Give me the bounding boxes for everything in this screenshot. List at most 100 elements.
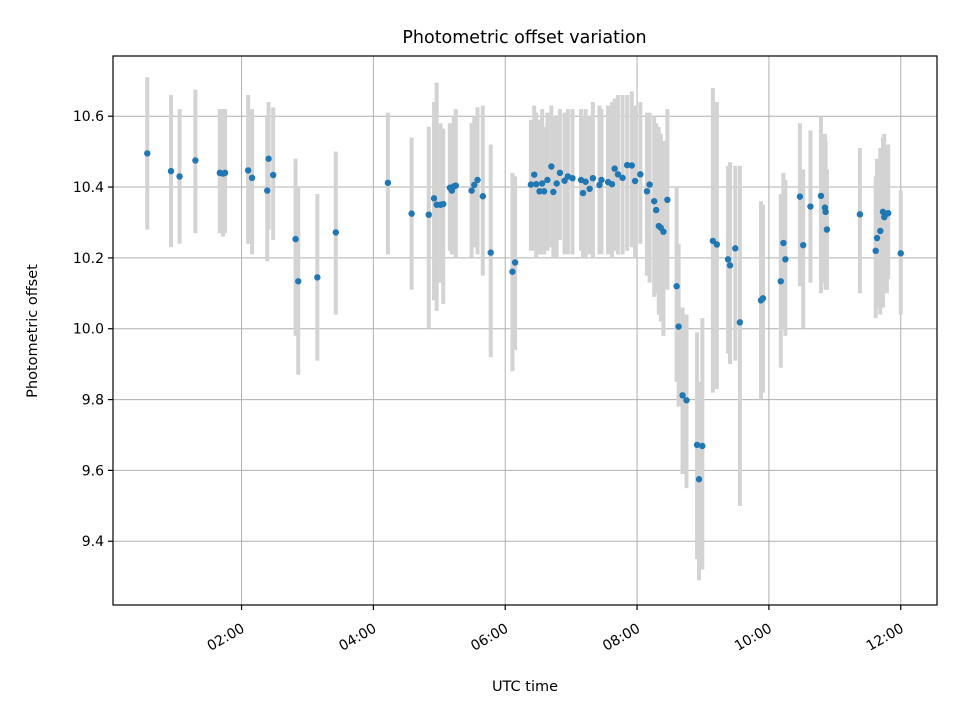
data-point <box>699 442 706 450</box>
chart-title: Photometric offset variation <box>402 28 646 48</box>
data-points <box>144 150 904 483</box>
data-point <box>683 397 690 404</box>
y-tick-label: 9.4 <box>82 534 104 550</box>
y-tick-label: 10.6 <box>73 109 104 125</box>
data-point <box>579 189 587 197</box>
data-point <box>531 171 538 178</box>
data-point <box>823 226 831 233</box>
data-point <box>544 176 551 184</box>
data-point <box>664 196 671 204</box>
data-point <box>176 173 183 180</box>
data-point <box>643 188 651 195</box>
data-point <box>877 227 884 235</box>
data-point <box>628 162 635 169</box>
data-point <box>440 200 447 208</box>
data-point <box>872 247 879 255</box>
data-point <box>244 167 252 174</box>
data-point <box>673 283 680 290</box>
data-point <box>536 188 543 195</box>
data-point <box>817 192 825 200</box>
data-point <box>608 181 616 188</box>
data-point <box>596 181 603 189</box>
data-point <box>538 180 546 187</box>
data-point <box>589 174 597 182</box>
data-point <box>192 157 199 164</box>
data-point <box>292 235 299 243</box>
data-point <box>474 176 481 184</box>
x-axis-ticks: 02:00 04:00 06:00 08:00 10:00 12:00 <box>205 605 907 655</box>
data-point <box>660 228 667 235</box>
data-point <box>713 241 721 248</box>
x-tick-label: 04:00 <box>336 621 379 655</box>
data-point <box>144 150 151 157</box>
data-point <box>582 178 589 185</box>
x-tick-label: 10:00 <box>732 621 775 655</box>
data-point <box>314 274 321 281</box>
y-tick-label: 9.8 <box>82 393 104 409</box>
data-point <box>897 250 904 257</box>
data-point <box>780 239 787 247</box>
data-point <box>452 182 459 189</box>
x-tick-label: 08:00 <box>600 621 643 655</box>
data-point <box>693 441 701 449</box>
data-point <box>556 169 564 177</box>
data-point <box>885 210 892 217</box>
data-point <box>637 171 644 178</box>
data-point <box>487 249 494 256</box>
data-point <box>468 187 475 194</box>
data-point <box>777 278 784 285</box>
data-point <box>732 245 739 252</box>
data-point <box>799 241 807 249</box>
data-point <box>619 174 626 182</box>
data-point <box>221 169 229 177</box>
data-point <box>782 256 789 263</box>
data-point <box>511 259 519 266</box>
data-point <box>873 234 881 242</box>
data-point <box>695 476 703 483</box>
data-point <box>167 167 175 175</box>
data-point <box>553 180 560 187</box>
data-point <box>822 208 829 216</box>
data-point <box>675 323 682 330</box>
data-point <box>265 155 272 162</box>
y-tick-label: 10.0 <box>73 322 104 338</box>
data-point <box>856 211 864 218</box>
data-point <box>598 176 605 184</box>
data-point <box>533 181 540 188</box>
data-point <box>759 295 767 302</box>
data-point <box>548 163 555 170</box>
data-point <box>679 392 686 399</box>
x-tick-label: 12:00 <box>864 621 907 655</box>
data-point <box>623 161 631 169</box>
data-point <box>646 181 653 188</box>
data-point <box>807 203 814 210</box>
plot-frame <box>112 55 938 606</box>
data-point <box>509 268 516 275</box>
data-point <box>430 195 438 202</box>
data-point <box>569 174 576 182</box>
data-point <box>295 278 302 285</box>
data-point <box>586 185 593 193</box>
error-bars <box>145 77 903 581</box>
grid-lines <box>113 56 937 605</box>
data-point <box>796 193 804 200</box>
data-point <box>550 188 557 196</box>
data-point <box>408 210 415 217</box>
data-point <box>611 165 618 172</box>
x-tick-label: 06:00 <box>468 621 511 655</box>
data-point <box>425 211 432 218</box>
data-point <box>471 181 478 189</box>
data-point <box>264 187 271 194</box>
data-point <box>332 229 340 236</box>
data-point <box>726 262 734 269</box>
data-point <box>724 256 732 263</box>
x-axis-label: UTC time <box>492 679 558 695</box>
x-tick-label: 02:00 <box>205 621 248 655</box>
y-tick-label: 9.6 <box>82 463 104 479</box>
data-point <box>652 206 660 214</box>
y-tick-label: 10.2 <box>73 251 104 267</box>
data-point <box>540 188 548 195</box>
data-point <box>614 171 622 178</box>
data-point <box>479 193 487 200</box>
